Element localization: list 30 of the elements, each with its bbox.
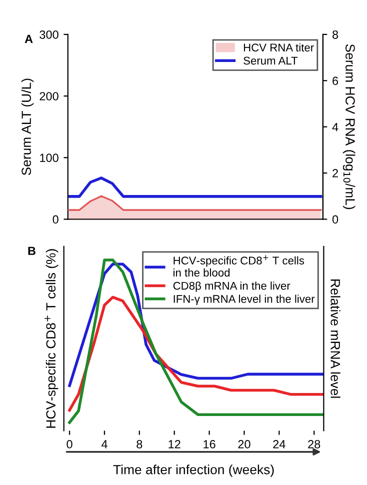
- y-tick-label: 200: [40, 92, 58, 100]
- y-axis-title: HCV-specific CD8$^{+}$ T cells (%): [44, 249, 58, 428]
- y-axis-title: Serum ALT (U/L): [21, 78, 34, 176]
- x-tick-label: 20: [238, 440, 250, 448]
- legend-label: CD8β mRNA in the liver: [173, 282, 290, 292]
- y-tick-label: 300: [40, 30, 58, 39]
- y2-tick-label: 6: [332, 76, 338, 86]
- x-tick-label: 12: [168, 440, 180, 448]
- text: HCV-specific CD8$^{+}$ T cells in the blood: [174, 255, 304, 277]
- x-axis-title: Time after infection (weeks): [113, 464, 274, 477]
- y-tick-label: 100: [40, 154, 58, 162]
- text: B: [28, 246, 36, 255]
- y2-tick-label: 4: [332, 122, 338, 132]
- y2-tick-label: 0: [332, 215, 338, 224]
- legend-label: HCV RNA titer: [244, 43, 314, 52]
- y2-axis-title: Relative mRNA level: [330, 279, 340, 398]
- line-series: [68, 176, 322, 198]
- text: A: [24, 34, 33, 43]
- legend-label: Serum ALT: [244, 56, 298, 65]
- x-tick-label: 16: [204, 440, 216, 448]
- x-tick-label: 28: [308, 440, 320, 448]
- legend-label: IFN-γ mRNA level in the liver: [174, 294, 315, 306]
- y2-tick-label: 8: [332, 30, 338, 39]
- x-tick-label: 8: [136, 440, 142, 448]
- y2-axis-title: Serum HCV RNA (log$_{10}$/mL): [342, 44, 356, 210]
- x-tick-label: 0: [66, 440, 72, 448]
- x-tick-label: 4: [101, 440, 108, 448]
- y-tick-label: 0: [52, 215, 58, 224]
- y2-tick-label: 2: [332, 169, 338, 178]
- x-tick-label: 24: [273, 440, 286, 448]
